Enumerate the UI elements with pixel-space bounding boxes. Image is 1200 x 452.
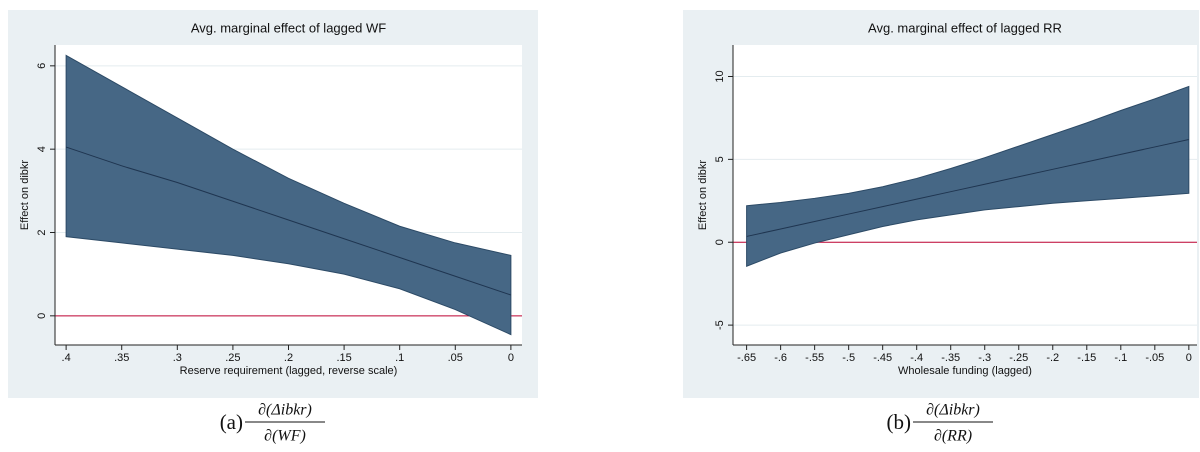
estimate-line (65, 146, 512, 296)
chart-title: Avg. marginal effect of lagged RR (868, 20, 1062, 35)
x-tick-label: -.4 (910, 352, 923, 364)
y-axis-label: Effect on dibkr (697, 160, 709, 230)
x-tick-label: -.45 (873, 352, 892, 364)
x-tick-label: -.3 (978, 352, 991, 364)
y-tick-label: 0 (36, 313, 48, 319)
x-tick-label: .35 (114, 352, 129, 364)
x-axis-label: Wholesale funding (lagged) (898, 365, 1032, 377)
confidence-band (65, 54, 512, 336)
x-tick-label: 0 (1186, 352, 1192, 364)
x-tick-label: -.6 (774, 352, 787, 364)
x-tick-label: -.5 (842, 352, 855, 364)
confidence-band (746, 85, 1190, 268)
x-tick-label: .25 (225, 352, 240, 364)
x-tick-label: .15 (336, 352, 351, 364)
x-axis-label: Reserve requirement (lagged, reverse sca… (180, 365, 398, 377)
x-tick-label: -.05 (1145, 352, 1164, 364)
x-tick-label: -.25 (1009, 352, 1028, 364)
y-tick-label: 10 (714, 70, 726, 82)
caption-denominator: ∂(WF) (264, 428, 306, 445)
y-tick-label: 0 (714, 239, 726, 245)
x-tick-label: .3 (173, 352, 182, 364)
caption-label: (b) (887, 410, 912, 434)
x-tick-label: 0 (508, 352, 514, 364)
caption-numerator: ∂(Δibkr) (926, 402, 980, 419)
caption-numerator: ∂(Δibkr) (258, 402, 312, 419)
x-tick-label: .1 (395, 352, 404, 364)
x-tick-label: -.15 (1077, 352, 1096, 364)
x-tick-label: -.55 (805, 352, 824, 364)
caption-denominator: ∂(RR) (934, 428, 972, 445)
x-tick-label: .05 (448, 352, 463, 364)
chart-title: Avg. marginal effect of lagged WF (191, 20, 386, 35)
x-tick-label: .2 (284, 352, 293, 364)
estimate-line (746, 138, 1189, 237)
y-tick-label: 4 (36, 146, 48, 152)
y-tick-label: 5 (714, 156, 726, 162)
x-tick-label: -.1 (1114, 352, 1127, 364)
y-tick-label: 6 (36, 63, 48, 69)
x-tick-label: .4 (62, 352, 71, 364)
y-tick-label: -5 (714, 320, 726, 330)
y-tick-label: 2 (36, 229, 48, 235)
caption-label: (a) (220, 410, 243, 434)
x-tick-label: -.65 (737, 352, 756, 364)
x-tick-label: -.2 (1046, 352, 1059, 364)
x-tick-label: -.35 (941, 352, 960, 364)
y-axis-label: Effect on dibkr (19, 160, 31, 230)
